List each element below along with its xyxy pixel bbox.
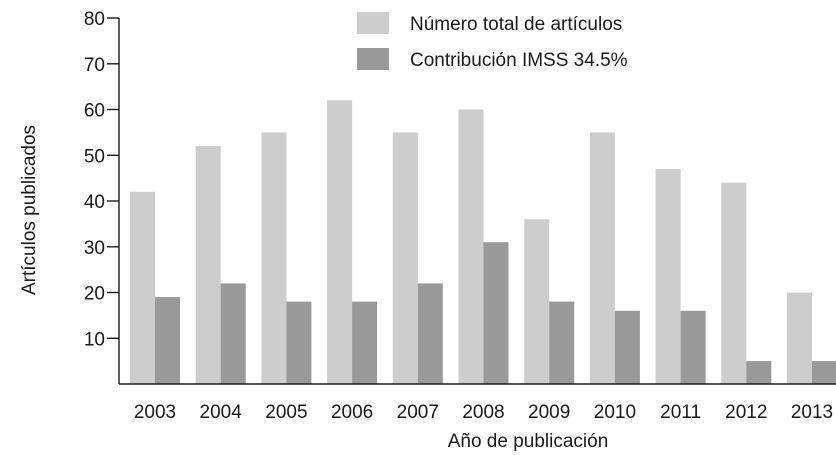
bar-imss-2012 xyxy=(746,361,772,384)
x-tick-label: 2007 xyxy=(397,402,439,423)
x-tick-label: 2012 xyxy=(725,402,767,423)
y-tick-label: 40 xyxy=(84,192,105,213)
x-tick-label: 2009 xyxy=(528,402,570,423)
bar-imss-2006 xyxy=(352,301,378,384)
y-tick-label: 10 xyxy=(84,329,105,350)
legend-swatch-imss xyxy=(357,48,389,70)
bar-imss-2008 xyxy=(483,242,509,384)
y-tick-label: 20 xyxy=(84,284,105,305)
bar-imss-2003 xyxy=(155,297,180,384)
bar-imss-2004 xyxy=(220,283,246,384)
legend-label-total: Número total de artículos xyxy=(410,14,622,35)
bar-imss-2007 xyxy=(417,283,443,384)
bar-imss-2009 xyxy=(549,301,575,384)
y-tick-label: 70 xyxy=(84,55,105,76)
bar-total-2008 xyxy=(458,109,484,384)
y-tick-label: 80 xyxy=(84,9,105,30)
y-tick-label: 60 xyxy=(84,101,105,122)
x-tick-label: 2011 xyxy=(660,402,701,423)
y-axis-title: Artículos publicados xyxy=(19,125,40,295)
x-tick-label: 2003 xyxy=(134,402,176,423)
bars-layer xyxy=(130,100,836,385)
x-tick-label: 2008 xyxy=(462,402,504,423)
y-tick-label: 50 xyxy=(84,146,105,167)
bar-total-2012 xyxy=(721,182,747,384)
legend: Número total de artículos Contribución IM… xyxy=(357,12,628,71)
bar-imss-2011 xyxy=(680,310,706,384)
bar-total-2004 xyxy=(195,146,221,384)
bar-imss-2005 xyxy=(286,301,312,384)
y-tick-label: 30 xyxy=(84,238,105,259)
bar-total-2011 xyxy=(655,169,681,384)
y-axis-ticks: 10 20 30 40 50 60 70 80 xyxy=(84,9,119,350)
bar-total-2005 xyxy=(261,132,287,384)
x-tick-label: 2005 xyxy=(265,402,307,423)
x-tick-label: 2013 xyxy=(791,402,833,423)
bar-imss-2010 xyxy=(614,310,640,384)
x-tick-label: 2006 xyxy=(331,402,373,423)
x-tick-label: 2010 xyxy=(594,402,636,423)
x-axis-ticks: 2003 2004 2005 2006 2007 2008 2009 2010 2011 2012… xyxy=(134,402,833,423)
bar-total-2003 xyxy=(130,191,155,384)
legend-label-imss: Contribución IMSS 34.5% xyxy=(410,50,628,71)
bar-total-2009 xyxy=(524,219,550,384)
bar-total-2006 xyxy=(327,100,353,385)
bar-imss-2013 xyxy=(812,361,836,384)
x-tick-label: 2004 xyxy=(200,402,243,423)
bar-total-2013 xyxy=(787,292,812,384)
bar-total-2010 xyxy=(589,132,615,384)
bar-total-2007 xyxy=(392,132,418,384)
x-axis-title: Año de publicación xyxy=(448,431,609,452)
legend-swatch-total xyxy=(357,12,389,34)
